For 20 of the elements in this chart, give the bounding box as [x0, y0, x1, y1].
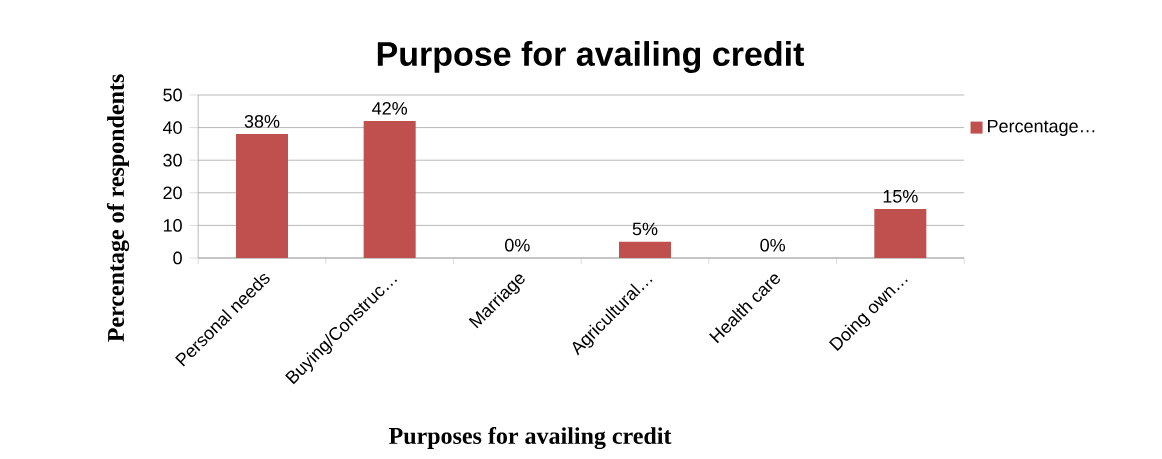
- data-label: 38%: [244, 114, 280, 128]
- y-tick-label: 20: [163, 186, 182, 200]
- bar: [619, 241, 671, 258]
- data-label: 42%: [372, 101, 408, 115]
- y-tick-label: 10: [163, 219, 182, 232]
- data-label: 0%: [505, 238, 530, 252]
- y-tick-label: 40: [162, 121, 182, 134]
- bar: [874, 209, 927, 258]
- x-axis-title: Purposes for availing credit: [388, 426, 672, 450]
- y-axis-title: Percentage of respondents: [106, 74, 130, 342]
- legend-label: Percentage…: [988, 119, 1095, 137]
- y-tick-label: 0: [173, 251, 182, 265]
- data-label: 5%: [632, 222, 658, 236]
- bar: [236, 134, 289, 258]
- bar: [363, 121, 416, 258]
- y-tick-label: 50: [163, 88, 182, 102]
- chart-title: Purpose for availing credit: [377, 41, 805, 73]
- y-tick-label: 30: [163, 153, 182, 167]
- data-label: 15%: [883, 190, 918, 203]
- data-label: 0%: [760, 238, 786, 252]
